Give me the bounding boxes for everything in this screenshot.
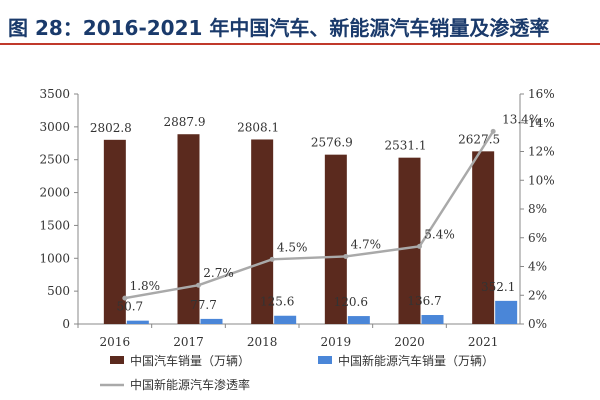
left-axis-tick-label: 1000 [39, 251, 70, 265]
total-sales-label: 2802.8 [90, 121, 132, 135]
penetration-rate-line [124, 130, 495, 300]
total-sales-bar [251, 139, 274, 324]
total-sales-label: 2808.1 [237, 120, 279, 134]
total-sales-bar [324, 154, 347, 324]
nev-sales-bar [200, 318, 223, 324]
penetration-rate-label: 13.4% [502, 112, 540, 126]
left-axis-tick-label: 1500 [39, 218, 70, 232]
left-axis-tick-label: 2500 [39, 153, 70, 167]
left-axis-tick-label: 3000 [39, 120, 70, 134]
right-axis-tick-label: 16% [528, 87, 555, 101]
penetration-rate-label: 1.8% [130, 279, 161, 293]
total-sales-label: 2887.9 [164, 115, 206, 129]
x-axis-tick-label: 2020 [394, 335, 425, 349]
total-sales-bar [177, 134, 200, 324]
penetration-rate-label: 2.7% [203, 266, 234, 280]
penetration-rate-label: 4.7% [351, 237, 382, 251]
penetration-rate-point [490, 128, 496, 134]
nev-sales-label: 125.6 [260, 295, 294, 309]
right-axis-tick-label: 4% [528, 260, 547, 274]
x-axis-tick-label: 2021 [468, 335, 499, 349]
title-divider [0, 43, 600, 45]
nev-sales-bar [421, 315, 444, 324]
nev-sales-label: 50.7 [116, 300, 143, 314]
nev-sales-bar [274, 315, 297, 324]
x-axis-tick-label: 2019 [321, 335, 352, 349]
x-axis-tick-label: 2017 [173, 335, 204, 349]
penetration-rate-point [196, 282, 201, 288]
left-axis-tick-label: 0 [62, 317, 70, 331]
right-axis-tick-label: 14% [528, 116, 555, 130]
total-sales-label: 2627.5 [458, 132, 500, 146]
nev-sales-bar [347, 316, 370, 324]
legend-rate-label: 中国新能源汽车渗透率 [130, 377, 250, 392]
nev-sales-label: 136.7 [407, 294, 441, 308]
legend-total-swatch [110, 356, 124, 364]
right-axis-tick-label: 0% [528, 317, 547, 331]
nev-sales-bar [126, 320, 149, 324]
title-bar: 图 28：2016-2021 年中国汽车、新能源汽车销量及渗透率 [0, 0, 600, 45]
left-axis-tick-label: 500 [47, 284, 70, 298]
x-axis-tick-label: 2016 [100, 335, 131, 349]
legend-nev-swatch [318, 356, 332, 364]
x-axis-tick-label: 2018 [247, 335, 278, 349]
left-axis-tick-label: 3500 [39, 87, 70, 101]
right-axis-tick-label: 12% [528, 145, 555, 159]
right-axis-tick-label: 10% [528, 173, 555, 187]
total-sales-bar [398, 157, 421, 324]
total-sales-bar [103, 139, 126, 324]
penetration-rate-point [417, 243, 422, 249]
penetration-rate-label: 4.5% [277, 240, 308, 254]
penetration-rate-point [343, 253, 349, 259]
right-axis-tick-label: 6% [528, 231, 547, 245]
nev-sales-bar [495, 300, 518, 324]
nev-sales-label: 120.6 [334, 295, 368, 309]
nev-sales-label: 77.7 [190, 298, 217, 312]
legend-nev-label: 中国新能源汽车销量（万辆） [338, 353, 494, 368]
right-axis-tick-label: 8% [528, 202, 547, 216]
sales-penetration-chart: 0 500 1000 1500 2000 2500 3000 3500 0% 2% 4% 6% 8% 10… [39, 87, 555, 392]
penetration-rate-point [269, 256, 275, 262]
penetration-rate-label: 5.4% [424, 227, 455, 241]
total-sales-label: 2531.1 [385, 139, 427, 153]
figure-title: 图 28：2016-2021 年中国汽车、新能源汽车销量及渗透率 [8, 16, 550, 40]
total-sales-bar [472, 151, 495, 324]
nev-sales-label: 352.1 [481, 280, 515, 294]
left-axis-tick-label: 2000 [39, 186, 70, 200]
right-axis-tick-label: 2% [528, 288, 547, 302]
legend-total-label: 中国汽车销量（万辆） [130, 353, 250, 368]
penetration-rate-point [122, 295, 128, 301]
total-sales-label: 2576.9 [311, 136, 353, 150]
